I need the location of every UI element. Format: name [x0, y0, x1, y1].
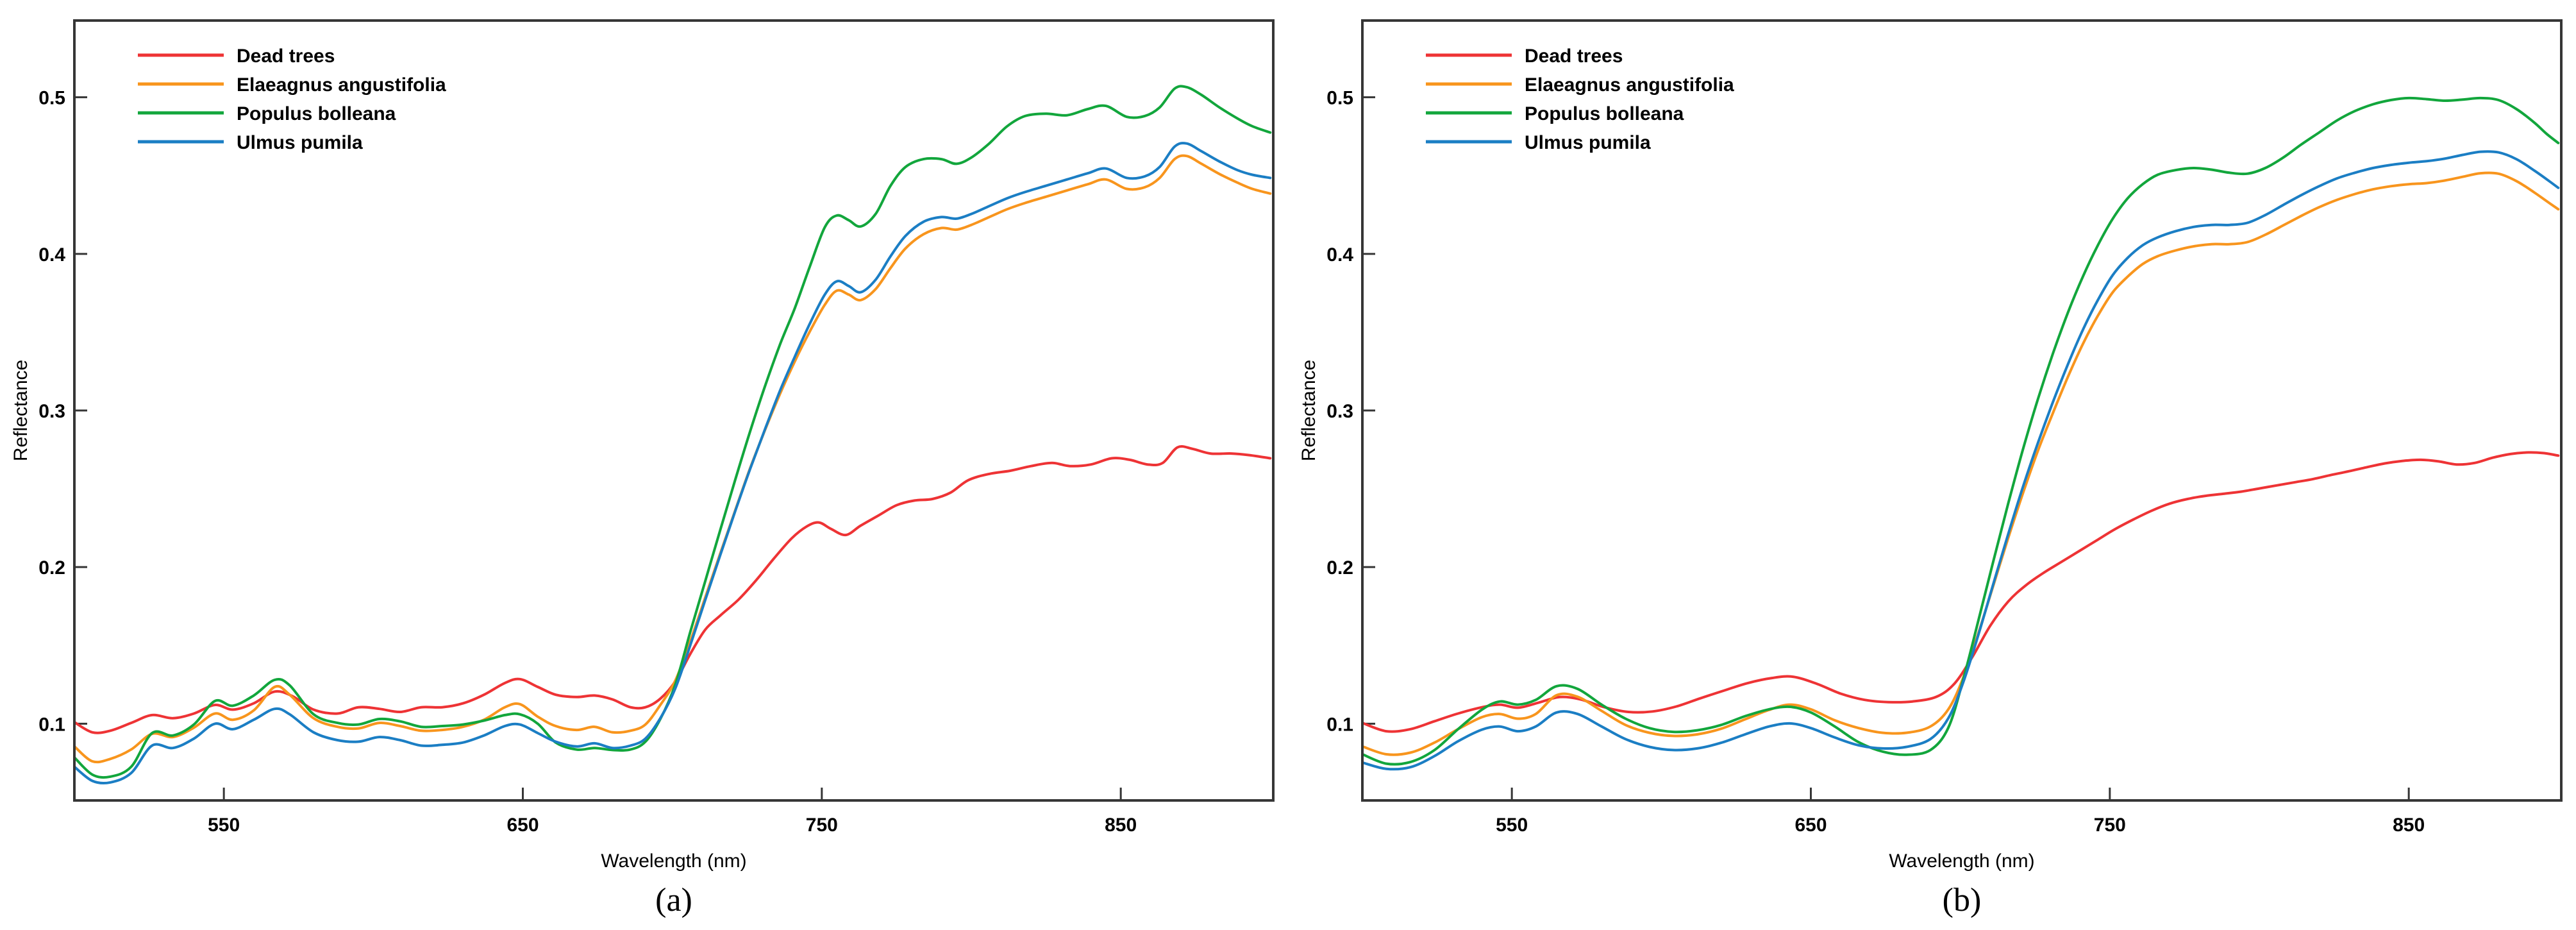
y-tick-label: 0.2: [1326, 557, 1353, 579]
legend-label-populus-bolleana: Populus bolleana: [1525, 103, 1684, 124]
curve-populus-bolleana: [74, 85, 1272, 779]
caption-a: (a): [655, 882, 692, 918]
x-axis-title: Wavelength (nm): [601, 850, 746, 872]
y-tick-label: 0.4: [38, 244, 65, 266]
plot-border: [1361, 19, 2563, 802]
curve-ulmus-pumila: [74, 142, 1272, 785]
legend-label-dead-trees: Dead trees: [237, 46, 335, 67]
x-tick-label: 750: [2094, 815, 2126, 836]
y-tick-label: 0.2: [38, 557, 65, 579]
legend-label-dead-trees: Dead trees: [1525, 46, 1623, 67]
x-tick-label: 750: [806, 815, 838, 836]
x-tick-label: 650: [1794, 815, 1827, 836]
panel-b: 550 650 750 850 0.1 0.2 0.3 0.4 0.5 Wavelength (…: [1288, 0, 2576, 930]
x-tick-label: 550: [208, 815, 240, 836]
y-tick-label: 0.1: [38, 714, 65, 735]
y-tick-label: 0.5: [1326, 88, 1353, 109]
legend-label-ulmus-pumila: Ulmus pumila: [1525, 132, 1651, 153]
legend-label-populus-bolleana: Populus bolleana: [237, 103, 396, 124]
y-axis-title: Reflectance: [10, 360, 31, 461]
chart-a: 550 650 750 850 0.1 0.2 0.3 0.4 0.5 Wavelength (…: [10, 19, 1275, 918]
chart-b: 550 650 750 850 0.1 0.2 0.3 0.4 0.5 Wavelength (…: [1298, 19, 2563, 918]
x-tick-label: 850: [2393, 815, 2425, 836]
y-tick-label: 0.4: [1326, 244, 1353, 266]
legend: Dead trees Elaeagnus angustifolia Populu…: [138, 46, 446, 153]
legend-label-ulmus-pumila: Ulmus pumila: [237, 132, 363, 153]
x-tick-label: 550: [1496, 815, 1528, 836]
legend-label-elaeagnus-angustifolia: Elaeagnus angustifolia: [237, 74, 446, 96]
legend: Dead trees Elaeagnus angustifolia Populu…: [1426, 46, 1734, 153]
plot-border: [73, 19, 1275, 802]
x-tick-label: 650: [506, 815, 539, 836]
y-tick-label: 0.3: [38, 401, 65, 422]
y-tick-label: 0.5: [38, 88, 65, 109]
y-tick-label: 0.1: [1326, 714, 1353, 735]
y-axis-title: Reflectance: [1298, 360, 1319, 461]
x-axis-title: Wavelength (nm): [1889, 850, 2034, 872]
curve-elaeagnus-angustifolia: [74, 154, 1272, 764]
curve-ulmus-pumila: [1362, 150, 2560, 771]
panel-a: 550 650 750 850 0.1 0.2 0.3 0.4 0.5 Wavelength (…: [10, 19, 1275, 918]
x-tick-label: 850: [1105, 815, 1137, 836]
caption-b: (b): [1943, 882, 1982, 918]
y-tick-label: 0.3: [1326, 401, 1353, 422]
curve-populus-bolleana: [1362, 96, 2560, 766]
legend-label-elaeagnus-angustifolia: Elaeagnus angustifolia: [1525, 74, 1734, 96]
curve-elaeagnus-angustifolia: [1362, 171, 2560, 756]
